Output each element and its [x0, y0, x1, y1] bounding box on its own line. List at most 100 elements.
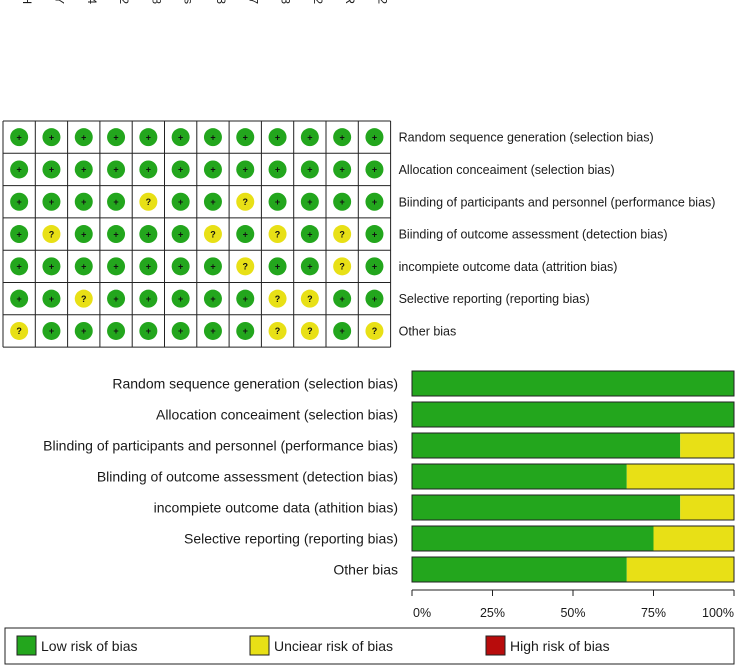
judgement-dot-low	[300, 192, 319, 211]
judgement-symbol: ?	[243, 262, 249, 272]
judgement-dot-unclear	[203, 225, 222, 244]
judgement-symbol: +	[49, 294, 54, 304]
judgement-symbol: +	[17, 294, 22, 304]
judgement-dot-low	[236, 160, 255, 179]
study-label: MONALEESA-2	[311, 0, 325, 4]
judgement-symbol: +	[307, 132, 312, 142]
judgement-symbol: +	[178, 229, 183, 239]
judgement-dot-low	[10, 289, 29, 308]
judgement-symbol: +	[178, 165, 183, 175]
judgement-dot-low	[74, 321, 93, 340]
judgement-symbol: +	[340, 294, 345, 304]
bar-category-label: Allocation conceaiment (selection bias)	[156, 407, 398, 423]
judgement-symbol: +	[275, 165, 280, 175]
legend-label: High risk of bias	[510, 638, 610, 654]
judgement-symbol: +	[49, 197, 54, 207]
bar-category-label: Blinding of participants and personnel (…	[43, 438, 398, 454]
judgement-symbol: +	[81, 165, 86, 175]
judgement-symbol: +	[49, 262, 54, 272]
judgement-dot-low	[236, 128, 255, 147]
domain-label: Selective reporting (reporting bias)	[399, 292, 590, 306]
judgement-dot-low	[300, 225, 319, 244]
judgement-symbol: +	[340, 165, 345, 175]
judgement-symbol: +	[17, 165, 22, 175]
judgement-dot-low	[333, 321, 352, 340]
judgement-dot-low	[268, 192, 287, 211]
bar-segment-unclear	[680, 433, 734, 458]
judgement-dot-low	[171, 192, 190, 211]
judgement-symbol: +	[146, 165, 151, 175]
judgement-symbol: +	[113, 197, 118, 207]
judgement-dot-low	[107, 321, 126, 340]
judgement-dot-low	[171, 160, 190, 179]
judgement-dot-low	[139, 225, 158, 244]
study-label: post MONAROH	[20, 0, 34, 4]
judgement-symbol: +	[146, 294, 151, 304]
judgement-symbol: ?	[339, 262, 345, 272]
judgement-symbol: +	[372, 165, 377, 175]
judgement-dot-unclear	[268, 225, 287, 244]
judgement-symbol: +	[372, 132, 377, 142]
judgement-dot-low	[365, 160, 384, 179]
judgement-symbol: +	[275, 197, 280, 207]
judgement-dot-low	[107, 257, 126, 276]
judgement-dot-low	[236, 321, 255, 340]
study-label: MONARCH 3	[214, 0, 228, 4]
judgement-symbol: +	[243, 229, 248, 239]
judgement-symbol: +	[146, 262, 151, 272]
domain-label: Biinding of outcome assessment (detectio…	[399, 228, 668, 242]
judgement-dot-low	[365, 257, 384, 276]
judgement-dot-low	[333, 289, 352, 308]
judgement-dot-unclear	[139, 192, 158, 211]
domain-label: Allocation conceaiment (selection bias)	[399, 163, 615, 177]
judgement-symbol: +	[49, 165, 54, 175]
legend-swatch-high	[485, 635, 506, 656]
x-tick-label: 75%	[641, 606, 666, 620]
bar-segment-unclear	[680, 495, 734, 520]
judgement-dot-low	[365, 128, 384, 147]
bar-segment-low	[412, 371, 734, 396]
judgement-symbol: +	[340, 197, 345, 207]
bar-segment-unclear	[626, 557, 734, 582]
judgement-dot-low	[333, 128, 352, 147]
legend-swatch-low	[16, 635, 37, 656]
judgement-dot-low	[365, 192, 384, 211]
bar-outline	[411, 556, 735, 583]
judgement-dot-low	[139, 257, 158, 276]
study-label: PATHWAY	[52, 0, 66, 4]
judgement-symbol: +	[178, 262, 183, 272]
judgement-symbol: +	[17, 229, 22, 239]
judgement-symbol: +	[243, 294, 248, 304]
judgement-symbol: ?	[372, 326, 378, 336]
judgement-dot-unclear	[74, 289, 93, 308]
judgement-dot-unclear	[268, 289, 287, 308]
judgement-dot-unclear	[300, 321, 319, 340]
judgement-symbol: +	[81, 326, 86, 336]
judgement-dot-low	[139, 128, 158, 147]
judgement-symbol: +	[146, 326, 151, 336]
judgement-dot-low	[74, 257, 93, 276]
judgement-symbol: +	[113, 132, 118, 142]
judgement-symbol: +	[113, 165, 118, 175]
judgement-dot-low	[10, 192, 29, 211]
judgement-symbol: +	[178, 294, 183, 304]
bar-category-label: Blinding of outcome assessment (detectio…	[97, 469, 398, 485]
judgement-symbol: ?	[81, 294, 87, 304]
bar-segment-unclear	[653, 526, 734, 551]
judgement-dot-unclear	[42, 225, 61, 244]
judgement-symbol: +	[307, 197, 312, 207]
judgement-symbol: +	[275, 132, 280, 142]
judgement-dot-low	[107, 160, 126, 179]
judgement-symbol: +	[372, 262, 377, 272]
judgement-dot-low	[139, 289, 158, 308]
judgement-dot-low	[171, 128, 190, 147]
bar-segment-low	[412, 433, 681, 458]
bar-category-label: Random sequence generation (selection bi…	[112, 376, 398, 392]
judgement-dot-unclear	[236, 192, 255, 211]
judgement-dot-low	[10, 128, 29, 147]
judgement-symbol: +	[17, 197, 22, 207]
judgement-dot-low	[268, 160, 287, 179]
judgement-symbol: +	[81, 229, 86, 239]
study-label: MONALEESA-3	[279, 0, 293, 4]
judgement-dot-low	[268, 128, 287, 147]
